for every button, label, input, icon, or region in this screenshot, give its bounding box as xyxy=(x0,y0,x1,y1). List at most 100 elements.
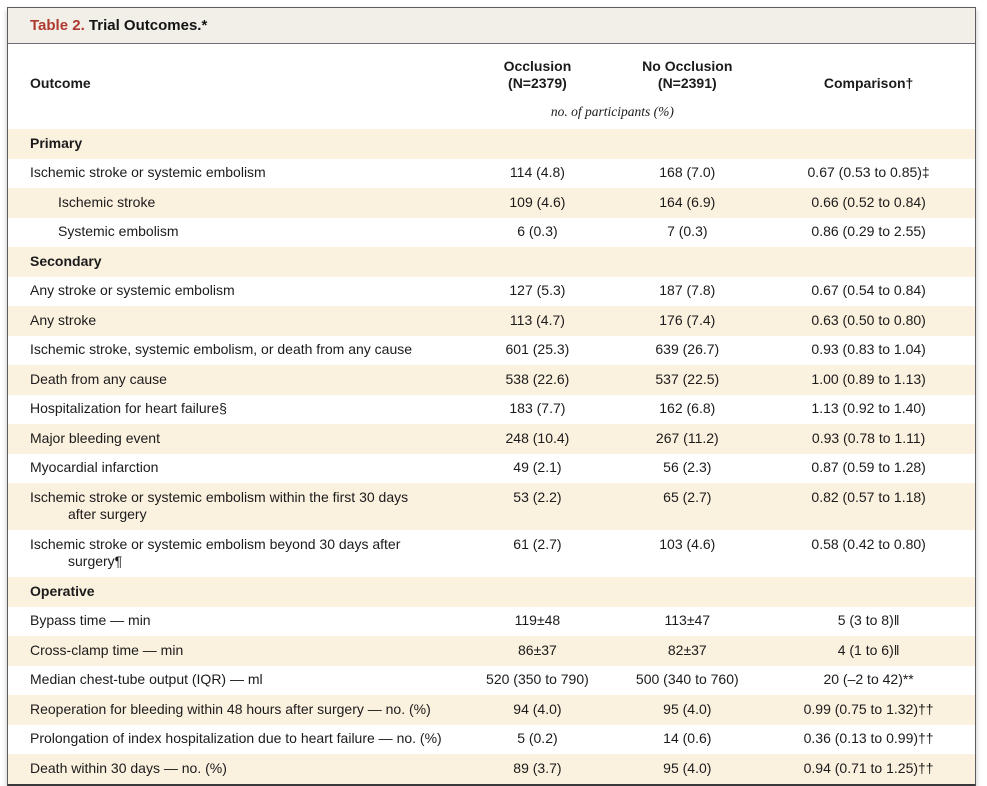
occlusion-value-cell: 86±37 xyxy=(462,636,613,666)
outcome-cell: Major bleeding event xyxy=(8,424,463,454)
units-note-spacer-right xyxy=(762,98,975,129)
no-occlusion-value-cell: 639 (26.7) xyxy=(612,335,763,365)
comparison-value-cell: 0.86 (0.29 to 2.55) xyxy=(762,217,975,247)
comparison-value-cell: 1.13 (0.92 to 1.40) xyxy=(762,394,975,424)
section-header-label: Operative xyxy=(8,577,975,607)
occlusion-value-cell: 538 (22.6) xyxy=(462,365,613,395)
table-row: Systemic embolism 6 (0.3) 7 (0.3) 0.86 (0.2… xyxy=(8,217,975,247)
outcome-cell: Ischemic stroke or systemic embolism xyxy=(8,158,463,188)
occlusion-value-cell: 248 (10.4) xyxy=(462,424,613,454)
units-note-spacer-left xyxy=(8,98,463,129)
outcome-cell: Bypass time — min xyxy=(8,606,463,636)
column-header-occlusion: Occlusion (N=2379) xyxy=(462,44,613,98)
outcome-cell: Any stroke or systemic embolism xyxy=(8,276,463,306)
occlusion-value-cell: 127 (5.3) xyxy=(462,276,613,306)
table-row: Myocardial infarction 49 (2.1) 56 (2.3) 0.8… xyxy=(8,453,975,483)
table-row: Ischemic stroke or systemic embolism wit… xyxy=(8,483,975,530)
no-occlusion-value-cell: 500 (340 to 760) xyxy=(612,665,763,695)
occlusion-value-cell: 113 (4.7) xyxy=(462,306,613,336)
column-header-occlusion-line1: Occlusion xyxy=(503,58,572,74)
outcomes-table: Outcome Occlusion (N=2379) No Occlusion … xyxy=(8,44,975,784)
table-row: Any stroke or systemic embolism 127 (5.3)… xyxy=(8,276,975,306)
trial-outcomes-table-card: Table 2. Trial Outcomes.* Outcome Occlus… xyxy=(7,7,976,786)
table-number-label: Table 2. xyxy=(30,17,85,34)
comparison-value-cell: 4 (1 to 6)‖ xyxy=(762,636,975,666)
section-header-label: Secondary xyxy=(8,247,975,277)
no-occlusion-value-cell: 537 (22.5) xyxy=(612,365,763,395)
table-title-bar: Table 2. Trial Outcomes.* xyxy=(8,8,975,44)
no-occlusion-value-cell: 14 (0.6) xyxy=(612,724,763,754)
column-header-comparison: Comparison† xyxy=(762,44,975,98)
no-occlusion-value-cell: 187 (7.8) xyxy=(612,276,763,306)
occlusion-value-cell: 114 (4.8) xyxy=(462,158,613,188)
section-header-row: Operative xyxy=(8,577,975,607)
comparison-value-cell: 0.99 (0.75 to 1.32)†† xyxy=(762,695,975,725)
comparison-value-cell: 0.87 (0.59 to 1.28) xyxy=(762,453,975,483)
table-row: Prolongation of index hospitalization du… xyxy=(8,724,975,754)
no-occlusion-value-cell: 103 (4.6) xyxy=(612,530,763,577)
comparison-value-cell: 0.66 (0.52 to 0.84) xyxy=(762,188,975,218)
section-header-label: Primary xyxy=(8,129,975,159)
comparison-value-cell: 0.93 (0.83 to 1.04) xyxy=(762,335,975,365)
column-header-no-occlusion-line1: No Occlusion xyxy=(642,58,733,74)
table-row: Ischemic stroke 109 (4.6) 164 (6.9) 0.66 (0… xyxy=(8,188,975,218)
section-header-row: Primary xyxy=(8,129,975,159)
comparison-value-cell: 0.67 (0.53 to 0.85)‡ xyxy=(762,158,975,188)
no-occlusion-value-cell: 168 (7.0) xyxy=(612,158,763,188)
table-row: Any stroke 113 (4.7) 176 (7.4) 0.63 (0.50 t… xyxy=(8,306,975,336)
occlusion-value-cell: 520 (350 to 790) xyxy=(462,665,613,695)
occlusion-value-cell: 49 (2.1) xyxy=(462,453,613,483)
table-row: Median chest-tube output (IQR) — ml 520 (… xyxy=(8,665,975,695)
section-header-row: Secondary xyxy=(8,247,975,277)
comparison-value-cell: 0.94 (0.71 to 1.25)†† xyxy=(762,754,975,784)
no-occlusion-value-cell: 176 (7.4) xyxy=(612,306,763,336)
no-occlusion-value-cell: 162 (6.8) xyxy=(612,394,763,424)
occlusion-value-cell: 119±48 xyxy=(462,606,613,636)
no-occlusion-value-cell: 56 (2.3) xyxy=(612,453,763,483)
no-occlusion-value-cell: 65 (2.7) xyxy=(612,483,763,530)
outcome-cell: Any stroke xyxy=(8,306,463,336)
column-header-no-occlusion: No Occlusion (N=2391) xyxy=(612,44,763,98)
occlusion-value-cell: 5 (0.2) xyxy=(462,724,613,754)
comparison-value-cell: 20 (–2 to 42)** xyxy=(762,665,975,695)
outcome-cell: Systemic embolism xyxy=(8,217,463,247)
column-header-outcome: Outcome xyxy=(8,44,463,98)
table-row: Ischemic stroke or systemic embolism bey… xyxy=(8,530,975,577)
comparison-value-cell: 1.00 (0.89 to 1.13) xyxy=(762,365,975,395)
comparison-value-cell: 0.82 (0.57 to 1.18) xyxy=(762,483,975,530)
no-occlusion-value-cell: 95 (4.0) xyxy=(612,754,763,784)
table-row: Death within 30 days — no. (%) 89 (3.7) 95… xyxy=(8,754,975,784)
comparison-value-cell: 0.58 (0.42 to 0.80) xyxy=(762,530,975,577)
table-caption: Trial Outcomes.* xyxy=(84,17,208,34)
no-occlusion-value-cell: 82±37 xyxy=(612,636,763,666)
occlusion-value-cell: 6 (0.3) xyxy=(462,217,613,247)
units-note: no. of participants (%) xyxy=(462,98,763,129)
outcome-cell: Hospitalization for heart failure§ xyxy=(8,394,463,424)
outcome-cell: Death from any cause xyxy=(8,365,463,395)
occlusion-value-cell: 601 (25.3) xyxy=(462,335,613,365)
table-row: Ischemic stroke or systemic embolism 114 … xyxy=(8,158,975,188)
outcome-cell: Ischemic stroke or systemic embolism bey… xyxy=(8,530,463,577)
outcome-cell: Ischemic stroke or systemic embolism wit… xyxy=(8,483,463,530)
table-row: Bypass time — min 119±48 113±47 5 (3 to 8)‖ xyxy=(8,606,975,636)
outcome-cell: Ischemic stroke xyxy=(8,188,463,218)
outcome-cell: Median chest-tube output (IQR) — ml xyxy=(8,665,463,695)
table-row: Cross-clamp time — min 86±37 82±37 4 (1 to … xyxy=(8,636,975,666)
no-occlusion-value-cell: 95 (4.0) xyxy=(612,695,763,725)
outcome-cell: Death within 30 days — no. (%) xyxy=(8,754,463,784)
table-row: Hospitalization for heart failure§ 183 (7… xyxy=(8,394,975,424)
occlusion-value-cell: 183 (7.7) xyxy=(462,394,613,424)
comparison-value-cell: 0.36 (0.13 to 0.99)†† xyxy=(762,724,975,754)
outcome-cell: Ischemic stroke, systemic embolism, or d… xyxy=(8,335,463,365)
table-row: Ischemic stroke, systemic embolism, or d… xyxy=(8,335,975,365)
table-row: Death from any cause 538 (22.6) 537 (22.5)… xyxy=(8,365,975,395)
comparison-value-cell: 0.67 (0.54 to 0.84) xyxy=(762,276,975,306)
column-header-row: Outcome Occlusion (N=2379) No Occlusion … xyxy=(8,44,975,98)
no-occlusion-value-cell: 7 (0.3) xyxy=(612,217,763,247)
comparison-value-cell: 0.93 (0.78 to 1.11) xyxy=(762,424,975,454)
outcome-cell: Myocardial infarction xyxy=(8,453,463,483)
occlusion-value-cell: 94 (4.0) xyxy=(462,695,613,725)
occlusion-value-cell: 53 (2.2) xyxy=(462,483,613,530)
column-header-no-occlusion-line2: (N=2391) xyxy=(657,75,717,91)
